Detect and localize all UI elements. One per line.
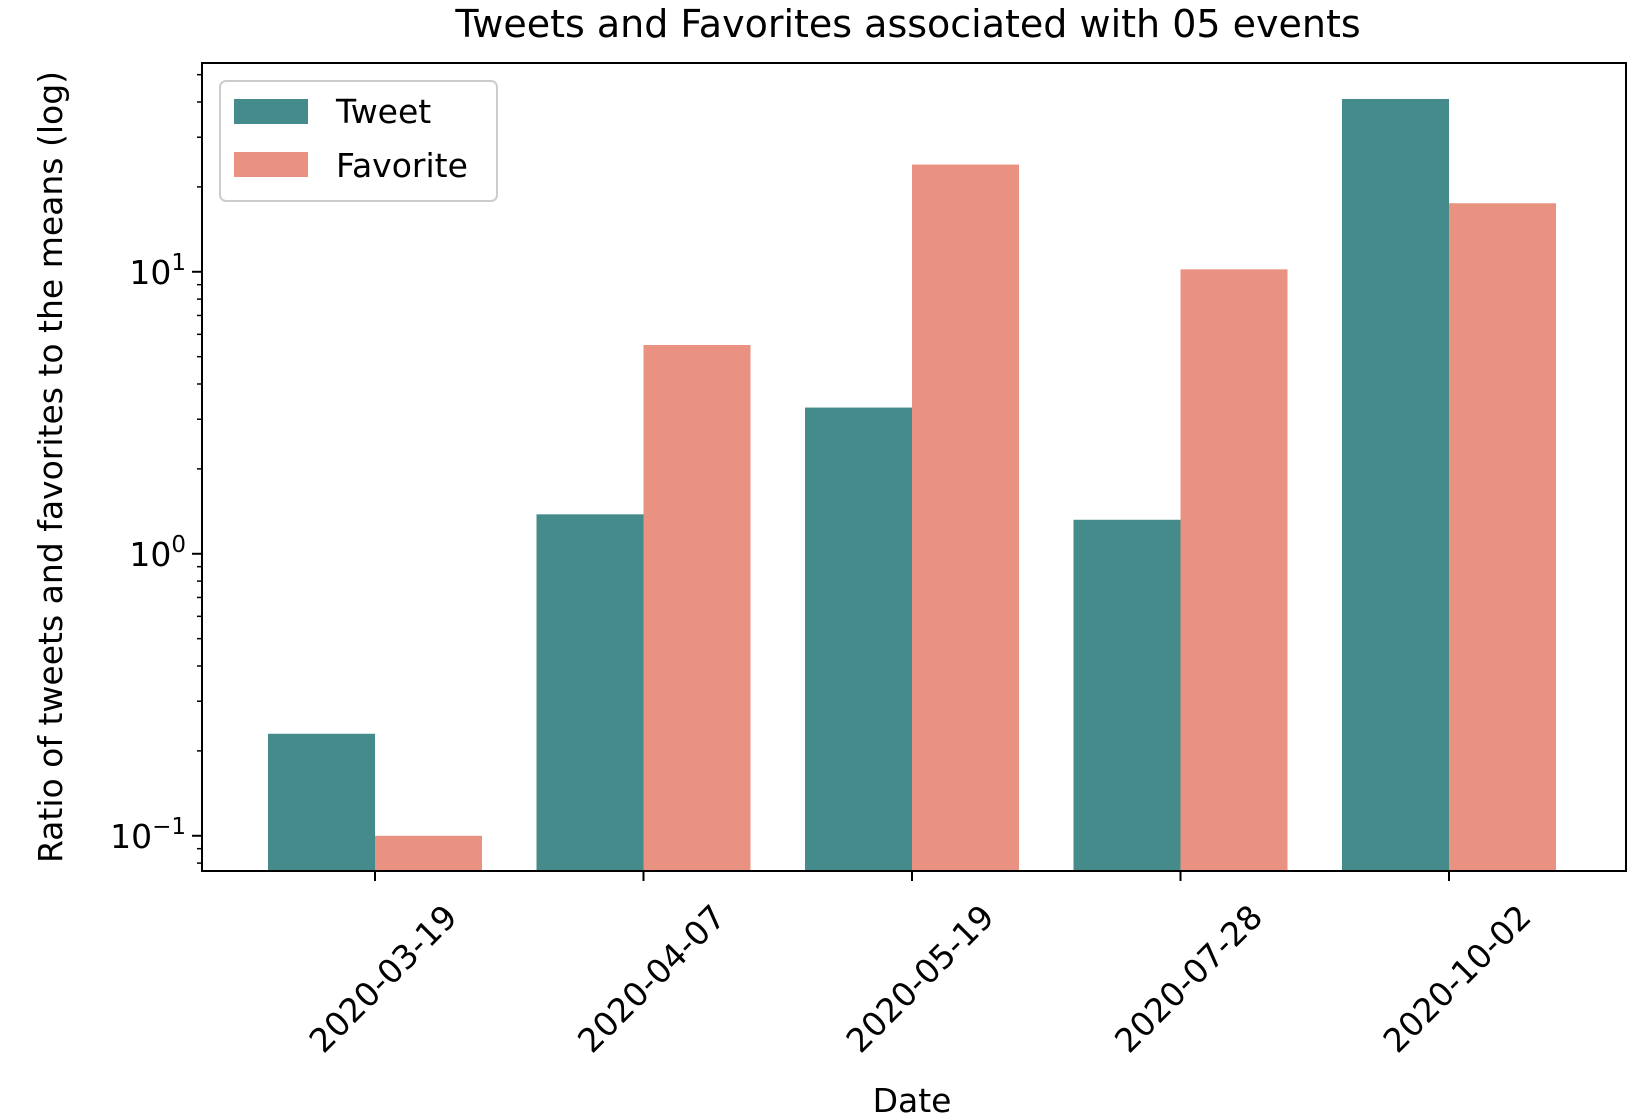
- legend: Tweet Favorite: [219, 80, 498, 202]
- legend-label-tweet: Tweet: [335, 92, 431, 131]
- y-tick-label: 101: [129, 250, 186, 292]
- bar-tweet-2020-03-19: [268, 733, 375, 871]
- y-tick-label: 10−1: [110, 814, 186, 856]
- bar-favorite-2020-03-19: [375, 835, 482, 871]
- bar-tweet-2020-04-07: [536, 514, 644, 871]
- bar-tweet-2020-05-19: [805, 407, 912, 871]
- y-tick-label: 100: [129, 532, 186, 574]
- legend-label-favorite: Favorite: [336, 146, 468, 185]
- legend-swatch-tweet: [234, 99, 308, 124]
- y-axis-label: Ratio of tweets and favorites to the mea…: [31, 71, 70, 863]
- bar-favorite-2020-10-02: [1449, 203, 1556, 872]
- bar-favorite-2020-07-28: [1180, 269, 1288, 871]
- bar-favorite-2020-05-19: [912, 164, 1019, 872]
- bar-tweet-2020-10-02: [1342, 98, 1449, 871]
- legend-swatch-favorite: [234, 152, 308, 177]
- plot-frame: [201, 62, 1627, 872]
- bar-tweet-2020-07-28: [1073, 519, 1181, 871]
- y-axis-ticks: 10−1 100 101: [110, 73, 202, 864]
- bar-favorite-2020-04-07: [643, 344, 751, 871]
- x-axis-label: Date: [873, 1081, 952, 1120]
- chart-title: Tweets and Favorites associated with 05 …: [454, 2, 1360, 46]
- bars-group: [268, 98, 1556, 872]
